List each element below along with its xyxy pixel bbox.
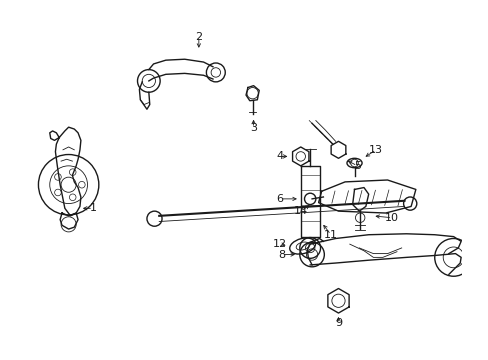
Text: 1: 1 bbox=[89, 203, 97, 213]
Text: 11: 11 bbox=[323, 230, 337, 240]
Text: 2: 2 bbox=[195, 32, 202, 41]
Text: 7: 7 bbox=[487, 258, 488, 268]
Text: 14: 14 bbox=[293, 206, 307, 216]
Text: 5: 5 bbox=[353, 161, 360, 171]
Text: 9: 9 bbox=[334, 319, 341, 328]
Text: 8: 8 bbox=[278, 249, 285, 260]
Text: 4: 4 bbox=[276, 152, 283, 161]
Text: 12: 12 bbox=[272, 239, 286, 249]
Text: 6: 6 bbox=[276, 194, 283, 204]
Text: 13: 13 bbox=[368, 145, 383, 155]
Text: 3: 3 bbox=[249, 123, 257, 133]
Text: 10: 10 bbox=[385, 213, 399, 223]
